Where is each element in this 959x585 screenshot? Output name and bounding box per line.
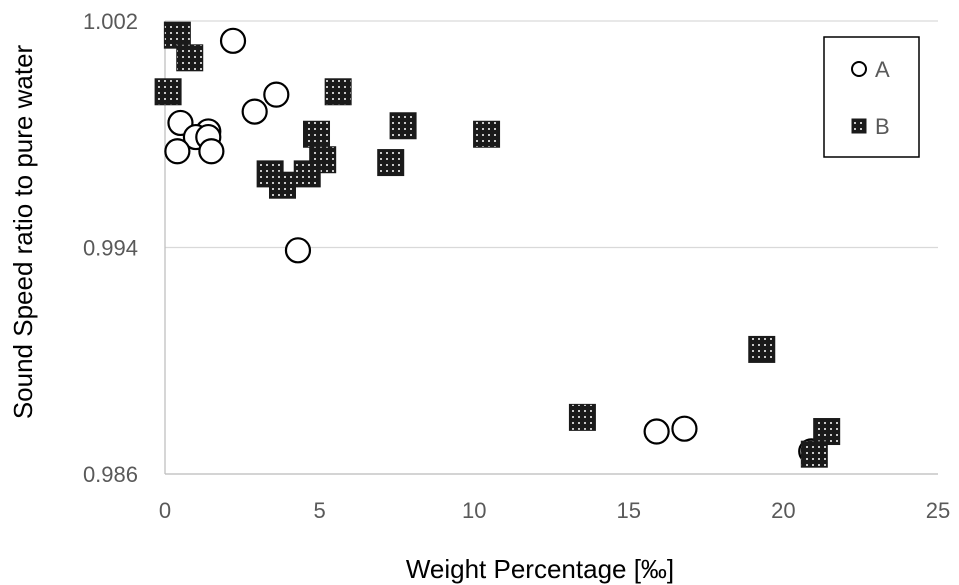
legend-box — [823, 36, 920, 158]
data-point-a — [198, 138, 225, 165]
legend: AB — [823, 36, 920, 158]
data-point-b — [324, 78, 352, 106]
data-point-b — [568, 403, 596, 431]
x-tick-label: 15 — [617, 498, 641, 523]
x-tick-label: 0 — [159, 498, 171, 523]
data-point-b — [293, 160, 321, 188]
data-points — [154, 21, 841, 468]
y-tick-label: 0.986 — [83, 462, 138, 487]
x-axis-title: Weight Percentage [‰] — [406, 554, 674, 584]
data-point-b — [163, 21, 191, 49]
data-point-b — [473, 120, 501, 148]
data-point-b — [268, 171, 296, 199]
legend-marker-b — [851, 118, 867, 134]
y-tick-labels: 0.986 0.994 1.002 — [83, 9, 138, 487]
y-tick-label: 0.994 — [83, 236, 138, 261]
data-point-b — [389, 112, 417, 140]
data-point-b — [176, 44, 204, 72]
data-point-a — [241, 98, 268, 125]
data-point-a — [219, 27, 247, 54]
x-tick-label: 5 — [313, 498, 325, 523]
data-point-b — [748, 335, 776, 363]
legend-label-b: B — [875, 114, 890, 139]
legend-label-a: A — [875, 57, 890, 82]
x-tick-label: 25 — [926, 498, 950, 523]
data-point-a — [164, 138, 191, 165]
x-tick-label: 10 — [462, 498, 486, 523]
y-tick-label: 1.002 — [83, 9, 138, 34]
data-point-a — [671, 415, 698, 442]
x-tick-label: 20 — [771, 498, 795, 523]
data-point-b — [800, 440, 828, 468]
data-point-b — [303, 120, 331, 148]
x-tick-labels: 0 5 10 15 20 25 — [159, 498, 950, 523]
legend-marker-a — [851, 61, 867, 77]
data-point-b — [154, 78, 182, 106]
data-point-b — [377, 149, 405, 177]
data-point-a — [284, 237, 312, 264]
data-point-a — [643, 418, 670, 445]
data-point-b — [813, 418, 841, 446]
data-point-a — [263, 81, 290, 108]
y-axis-title: Sound Speed ratio to pure water — [8, 44, 38, 419]
